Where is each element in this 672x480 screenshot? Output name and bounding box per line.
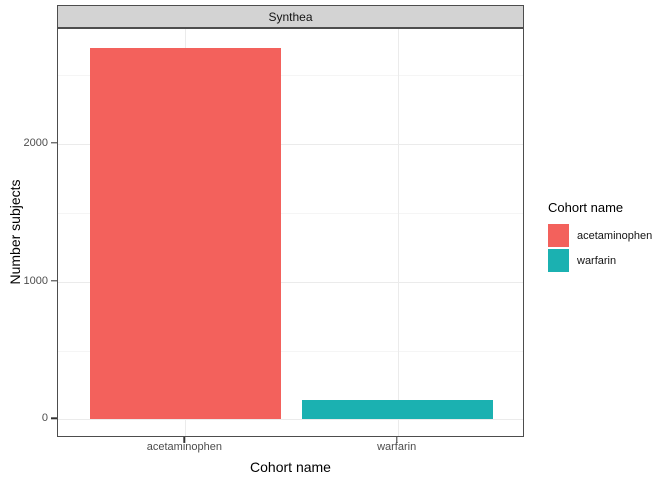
legend-item: acetaminophen [548,224,652,247]
y-tick-label: 1000 [23,274,48,287]
legend-item-label: acetaminophen [577,229,653,242]
x-tick-mark [395,437,398,443]
y-tick-mark [51,142,57,144]
legend-key-warfarin [548,249,569,272]
plot-panel [57,28,524,437]
legend-key-acetaminophen [548,224,569,247]
legend-items: acetaminophen warfarin [548,224,652,272]
gridline-minor [58,75,523,77]
facet-strip: Synthea [57,5,524,28]
gridline-major [58,143,523,145]
facet-strip-label: Synthea [268,9,313,24]
bar-warfarin [302,400,494,420]
y-tick-label: 0 [41,412,48,425]
x-tick-mark [183,437,186,443]
x-axis-title: Cohort name [250,459,331,475]
legend-title: Cohort name [548,200,624,215]
legend: Cohort name acetaminophen warfarin [548,200,652,274]
legend-item-label: warfarin [577,254,617,267]
x-tick-label: acetaminophen [146,441,222,453]
y-tick-mark [51,279,57,282]
y-axis-title: Number subjects [7,179,23,285]
y-tick-mark [51,417,57,420]
gridline-category-warfarin [397,29,399,436]
gridline-major [58,281,523,283]
gridline-major [58,419,523,421]
gridline-minor [58,212,523,214]
y-tick-label: 2000 [23,136,48,149]
bar-acetaminophen [89,47,281,420]
legend-item: warfarin [548,249,652,272]
gridline-minor [58,350,523,352]
x-tick-label: warfarin [377,441,417,453]
